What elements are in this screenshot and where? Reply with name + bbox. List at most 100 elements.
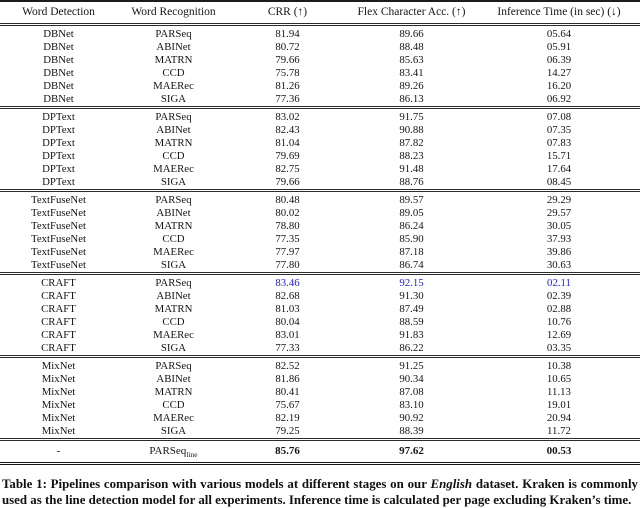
column-header-word-detection: Word Detection: [0, 1, 117, 26]
cell-flex-acc: 86.22: [399, 342, 424, 354]
table-row: TextFuseNet MAERec 77.97 87.18 39.86: [0, 246, 640, 259]
table-row: MixNet PARSeq 82.52 91.25 10.38: [0, 355, 640, 373]
cell-crr: 82.19: [275, 412, 300, 424]
table-row: TextFuseNet ABINet 80.02 89.05 29.57: [0, 207, 640, 220]
cell-word-recognition: SIGA: [160, 176, 187, 188]
cell-word-recognition: MATRN: [154, 220, 193, 232]
cell-crr: 82.52: [230, 355, 345, 373]
cell-inference-time: 16.20: [546, 80, 572, 92]
cell-word-recognition: MATRN: [154, 303, 193, 315]
cell-flex-acc: 89.57: [345, 189, 478, 207]
table-row: DBNet MATRN 79.66 85.63 06.39: [0, 54, 640, 67]
cell-crr: 80.41: [275, 386, 300, 398]
cell-inference-time: 30.05: [546, 220, 572, 232]
table-summary-row: - PARSeqline 85.76 97.62 00.53: [0, 438, 640, 465]
caption-text-prefix: Table 1: Pipelines comparison with vario…: [2, 477, 431, 491]
cell-crr: 77.97: [275, 246, 300, 258]
cell-flex-acc: 87.49: [399, 303, 424, 315]
table-row: CRAFT SIGA 77.33 86.22 03.35: [0, 342, 640, 357]
cell-crr: 83.01: [275, 329, 300, 341]
cell-word-recognition: CCD: [162, 67, 185, 79]
cell-word-recognition: PARSeq: [117, 106, 230, 124]
cell-inference-time: 06.39: [546, 54, 572, 66]
cell-word-detection: -: [0, 438, 117, 465]
cell-word-recognition: MATRN: [154, 137, 193, 149]
cell-inference-time: 37.93: [546, 233, 572, 245]
column-header-crr: CRR (↑): [230, 1, 345, 26]
cell-inference-time: 20.94: [546, 412, 572, 424]
cell-word-recognition: ABINet: [156, 290, 191, 302]
table-row: DBNet SIGA 77.36 86.13 06.92: [0, 93, 640, 108]
cell-inference-time: 05.91: [546, 41, 572, 53]
cell-crr: 80.04: [275, 316, 300, 328]
cell-flex-acc: 89.26: [399, 80, 424, 92]
cell-inference-time: 00.53: [478, 438, 640, 465]
cell-word-detection: MixNet: [41, 373, 76, 385]
cell-word-detection: CRAFT: [41, 303, 76, 315]
cell-inference-time: 02.88: [546, 303, 572, 315]
table-row: DPText MATRN 81.04 87.82 07.83: [0, 137, 640, 150]
cell-word-detection: MixNet: [41, 386, 76, 398]
cell-word-detection: MixNet: [41, 399, 76, 411]
column-header-inference-time: Inference Time (in sec) (↓): [478, 1, 640, 26]
cell-flex-acc: 90.34: [399, 373, 424, 385]
cell-word-recognition: ABINet: [156, 373, 191, 385]
table-row: CRAFT MAERec 83.01 91.83 12.69: [0, 329, 640, 342]
cell-crr: 79.25: [275, 425, 300, 437]
cell-word-detection: CRAFT: [41, 316, 76, 328]
cell-word-detection: MixNet: [41, 425, 76, 437]
cell-crr: 83.46: [230, 272, 345, 290]
cell-word-detection: TextFuseNet: [30, 246, 87, 258]
table-row: TextFuseNet MATRN 78.80 86.24 30.05: [0, 220, 640, 233]
cell-flex-acc: 97.62: [345, 438, 478, 465]
cell-crr: 75.78: [275, 67, 300, 79]
cell-inference-time: 07.08: [478, 106, 640, 124]
cell-crr: 77.35: [275, 233, 300, 245]
cell-inference-time: 10.38: [478, 355, 640, 373]
model-name: PARSeq: [149, 445, 187, 457]
cell-crr: 85.76: [230, 438, 345, 465]
cell-flex-acc: 85.63: [399, 54, 424, 66]
cell-crr: 81.03: [275, 303, 300, 315]
cell-crr: 81.26: [275, 80, 300, 92]
table-row: DBNet PARSeq 81.94 89.66 05.64: [0, 23, 640, 41]
cell-flex-acc: 83.10: [399, 399, 424, 411]
cell-inference-time: 29.29: [478, 189, 640, 207]
table-row: MixNet MATRN 80.41 87.08 11.13: [0, 386, 640, 399]
cell-inference-time: 05.64: [478, 23, 640, 41]
table-row: DBNet ABINet 80.72 88.48 05.91: [0, 41, 640, 54]
cell-crr: 79.69: [275, 150, 300, 162]
cell-crr: 80.02: [275, 207, 300, 219]
model-subscript: line: [186, 450, 198, 460]
cell-word-recognition: ABINet: [156, 207, 191, 219]
cell-inference-time: 19.01: [546, 399, 572, 411]
cell-word-recognition: CCD: [162, 233, 185, 245]
cell-word-recognition: CCD: [162, 399, 185, 411]
cell-inference-time: 10.65: [546, 373, 572, 385]
caption-dataset-name: English: [430, 477, 473, 491]
results-table: Word Detection Word Recognition CRR (↑) …: [0, 0, 640, 465]
cell-word-recognition: PARSeq: [117, 355, 230, 373]
cell-word-detection: MixNet: [41, 412, 76, 424]
cell-word-detection: DBNet: [0, 23, 117, 41]
table-row: DBNet CCD 75.78 83.41 14.27: [0, 67, 640, 80]
table-row: DPText ABINet 82.43 90.88 07.35: [0, 124, 640, 137]
cell-crr: 78.80: [275, 220, 300, 232]
table-row: TextFuseNet SIGA 77.80 86.74 30.63: [0, 259, 640, 274]
cell-flex-acc: 89.66: [345, 23, 478, 41]
cell-crr: 81.86: [275, 373, 300, 385]
cell-word-recognition: SIGA: [160, 342, 187, 354]
cell-word-detection: CRAFT: [41, 329, 76, 341]
cell-word-recognition: MAERec: [153, 329, 194, 341]
cell-word-recognition: ABINet: [156, 124, 191, 136]
cell-word-recognition: MAERec: [153, 163, 194, 175]
table-header-row: Word Detection Word Recognition CRR (↑) …: [0, 1, 640, 26]
cell-crr: 81.94: [230, 23, 345, 41]
cell-word-recognition: MAERec: [153, 412, 194, 424]
cell-word-recognition: ABINet: [156, 41, 191, 53]
table-row: TextFuseNet PARSeq 80.48 89.57 29.29: [0, 189, 640, 207]
cell-word-detection: TextFuseNet: [30, 233, 87, 245]
cell-flex-acc: 86.74: [399, 259, 424, 271]
cell-inference-time: 15.71: [546, 150, 572, 162]
